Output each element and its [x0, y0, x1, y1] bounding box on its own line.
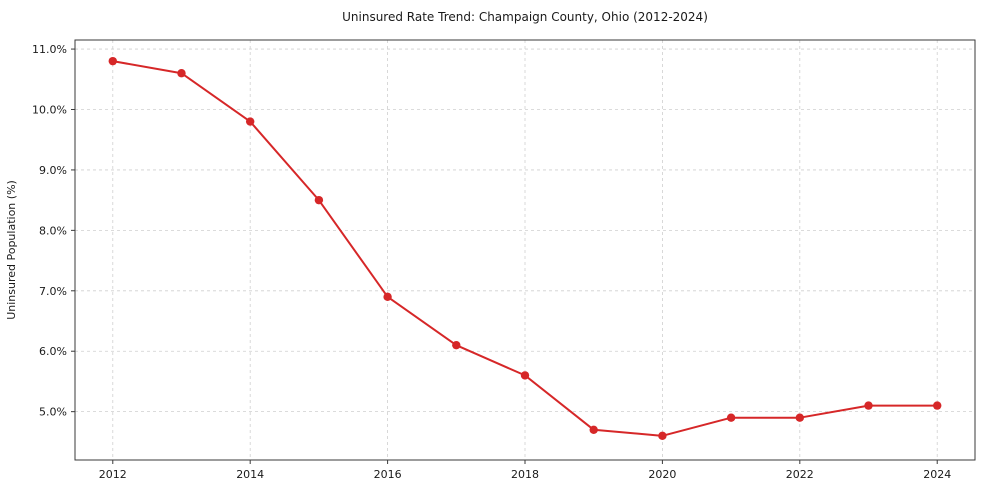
trend-line	[111, 60, 939, 437]
y-tick-label: 9.0%	[39, 164, 67, 177]
x-tick-label: 2014	[236, 468, 264, 481]
x-tick-label: 2016	[374, 468, 402, 481]
x-tick-label: 2024	[923, 468, 951, 481]
x-tick-label: 2022	[786, 468, 814, 481]
data-point	[795, 413, 805, 422]
y-tick-label: 11.0%	[32, 43, 67, 56]
data-point	[933, 401, 942, 410]
chart-title: Uninsured Rate Trend: Champaign County, …	[342, 10, 708, 24]
data-point	[383, 292, 392, 302]
y-tick-label: 8.0%	[39, 224, 67, 237]
y-tick-label: 10.0%	[32, 103, 67, 116]
y-axis-label: Uninsured Population (%)	[5, 180, 18, 320]
x-tick-label: 2018	[511, 468, 539, 481]
data-point	[177, 69, 186, 78]
data-point	[589, 425, 598, 434]
data-point	[520, 371, 530, 380]
y-tick-label: 7.0%	[39, 285, 67, 298]
y-tick-label: 6.0%	[39, 345, 67, 358]
data-point	[658, 431, 667, 441]
data-point	[452, 340, 461, 350]
data-point	[108, 56, 117, 66]
y-tick-label: 5.0%	[39, 406, 67, 419]
x-tick-label: 2012	[99, 468, 127, 481]
data-point	[314, 195, 324, 205]
data-point	[864, 401, 873, 410]
data-point	[726, 413, 736, 422]
x-tick-label: 2020	[648, 468, 676, 481]
data-point	[245, 117, 255, 126]
